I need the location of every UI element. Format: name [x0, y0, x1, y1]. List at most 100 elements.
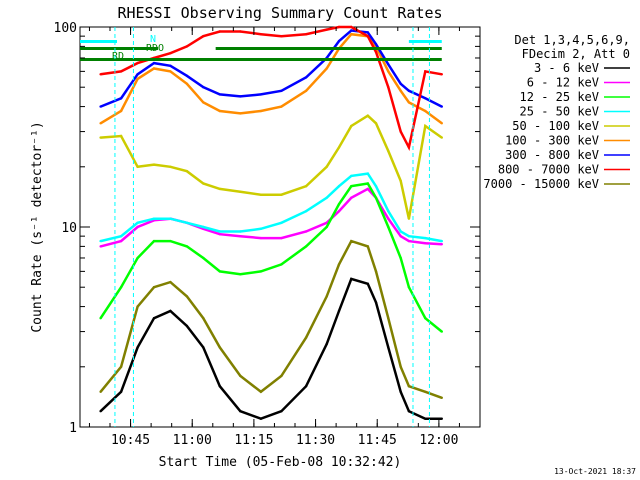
series-4-point: [239, 190, 242, 193]
series-line-4: [100, 114, 443, 219]
series-8-point: [259, 390, 263, 393]
series-0-point: [337, 309, 341, 313]
series-0-point: [280, 410, 283, 413]
series-4-point: [374, 122, 378, 125]
series-1-point: [239, 235, 242, 238]
series-3-point: [440, 239, 443, 243]
series-1-point: [387, 217, 390, 220]
series-3-point: [325, 196, 328, 199]
series-6-point: [387, 63, 390, 66]
series-2-point: [325, 225, 328, 229]
series-2-point: [407, 286, 411, 289]
series-8-point: [99, 390, 102, 393]
series-8-point: [119, 365, 123, 368]
series-7-point: [325, 28, 328, 31]
series-6-point: [424, 97, 427, 100]
series-6-point: [99, 105, 102, 108]
series-7-point: [202, 35, 205, 38]
legend-label-1: 6 - 12 keV: [527, 76, 599, 90]
footer-date: 13-Oct-2021 18:37: [554, 467, 636, 476]
series-8-point: [152, 286, 156, 289]
series-2-point: [99, 317, 102, 320]
series-0-point: [119, 390, 123, 393]
series-line-0: [99, 277, 442, 421]
series-8-point: [325, 295, 328, 298]
legend-label-7: 800 - 7000 keV: [498, 163, 599, 177]
series-6-point: [152, 61, 156, 65]
series-8-point: [374, 270, 378, 273]
legend-label-6: 300 - 800 keV: [505, 148, 599, 162]
series-0-point: [185, 324, 189, 328]
x-axis: 10:45 11:00 11:15 11:30 11:45 12:00: [88, 27, 481, 448]
series-1-point: [304, 230, 308, 233]
y-axis: 1 10 100: [54, 21, 480, 436]
series-6-point: [337, 39, 341, 43]
series-5-point: [280, 105, 283, 108]
flag-bar-rdo: [80, 47, 159, 50]
series-5-point: [259, 109, 263, 113]
flag-bar-n: [408, 40, 442, 43]
series-6-point: [218, 93, 221, 96]
legend-title-line1: Det 1,3,4,5,6,9,: [514, 33, 630, 47]
series-2-point: [152, 239, 156, 243]
x-tick-label: 11:45: [358, 433, 397, 448]
series-8-point: [185, 295, 189, 298]
flag-bar-rd: [80, 58, 442, 61]
series-4-point: [325, 165, 328, 168]
series-line-8: [99, 239, 443, 399]
series-3-point: [259, 227, 263, 230]
series-line-3: [100, 172, 443, 243]
series-7-point: [407, 146, 411, 149]
series-1-point: [424, 242, 427, 245]
series-8-point: [399, 365, 402, 368]
series-8-point: [387, 317, 390, 320]
series-6-point: [119, 97, 123, 100]
series-5-point: [440, 122, 443, 125]
series-1-point: [99, 245, 102, 248]
series-8-point: [202, 317, 205, 320]
series-3-point: [218, 230, 221, 233]
series-4-point: [304, 185, 308, 188]
x-axis-label: Start Time (05-Feb-08 10:32:42): [159, 455, 402, 470]
series-0-point: [152, 317, 156, 320]
series-2-point: [304, 245, 308, 248]
series-5-point: [325, 67, 328, 70]
series-3-point: [202, 225, 205, 229]
series-1-point: [407, 239, 411, 243]
series-4-point: [202, 182, 205, 185]
series-2-point: [440, 330, 443, 333]
series-5-point: [169, 70, 172, 73]
series-7-point: [99, 73, 102, 76]
series-3-point: [366, 172, 369, 175]
series-0-point: [202, 346, 205, 349]
series-0-point: [136, 346, 139, 349]
series-2-point: [259, 270, 263, 273]
series-0-point: [424, 417, 427, 420]
series-5-point: [424, 109, 427, 113]
series-0-point: [350, 277, 353, 281]
series-4-point: [337, 146, 341, 149]
series-0-point: [387, 346, 390, 349]
series-4-point: [99, 136, 102, 139]
series-7-point: [119, 70, 123, 73]
series-1-point: [366, 187, 369, 191]
series-line-7: [100, 25, 443, 152]
legend-label-5: 100 - 300 keV: [505, 134, 599, 148]
series-7-point: [440, 73, 443, 76]
series-8-point: [239, 374, 242, 378]
series-7-point: [399, 130, 402, 133]
y-axis-label: Count Rate (s⁻¹ detector⁻¹): [30, 121, 45, 332]
series-6-point: [239, 95, 242, 98]
series-7-point: [350, 25, 353, 29]
series-5-point: [99, 122, 102, 125]
flag-label-rd: RD: [112, 51, 124, 62]
series-0-point: [366, 282, 369, 285]
series-7-point: [185, 45, 189, 48]
series-1-point: [280, 236, 283, 240]
series-1-point: [399, 235, 402, 238]
series-3-point: [280, 221, 283, 224]
series-6-point: [440, 105, 443, 108]
series-0-point: [259, 417, 263, 420]
series-line-2: [99, 182, 443, 333]
series-2-point: [387, 225, 390, 229]
